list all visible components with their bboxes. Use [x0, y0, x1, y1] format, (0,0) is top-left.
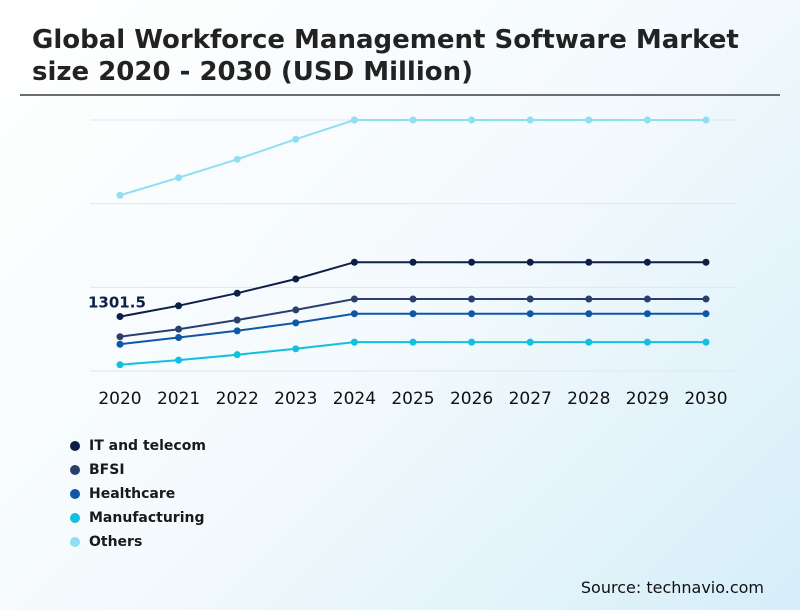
data-point — [526, 310, 534, 318]
legend-marker-icon — [70, 465, 80, 475]
data-point — [585, 338, 593, 346]
data-point — [292, 135, 300, 143]
data-point — [350, 338, 358, 346]
data-point — [526, 338, 534, 346]
legend-label: Others — [89, 534, 143, 550]
legend-marker-icon — [70, 441, 80, 451]
data-point — [585, 116, 593, 124]
data-point — [585, 310, 593, 318]
source-credit: Source: technavio.com — [580, 578, 764, 597]
x-tick-label: 2022 — [216, 389, 259, 409]
data-point — [116, 361, 124, 369]
data-point — [175, 334, 183, 342]
data-point — [409, 295, 417, 303]
data-point — [175, 356, 183, 364]
legend-marker-icon — [70, 489, 80, 499]
data-point — [233, 289, 241, 297]
data-point — [526, 258, 534, 266]
data-point — [175, 325, 183, 333]
data-point — [468, 258, 476, 266]
data-point — [175, 302, 183, 310]
data-point — [468, 338, 476, 346]
data-point — [292, 275, 300, 283]
data-point — [292, 319, 300, 327]
legend-item-bfsi: BFSI — [70, 458, 206, 482]
data-point — [702, 258, 710, 266]
data-point — [409, 310, 417, 318]
data-point — [409, 338, 417, 346]
x-tick-label: 2027 — [509, 389, 552, 409]
x-tick-label: 2030 — [684, 389, 727, 409]
data-point — [116, 191, 124, 199]
chart-title: Global Workforce Management Software Mar… — [32, 25, 739, 87]
data-point — [585, 258, 593, 266]
data-point — [702, 338, 710, 346]
legend-item-others: Others — [70, 530, 206, 554]
data-label: 1301.5 — [88, 294, 146, 312]
x-tick-label: 2020 — [98, 389, 141, 409]
data-point — [702, 310, 710, 318]
legend-label: BFSI — [89, 462, 125, 478]
x-axis-tick-labels: 2020 2021 2022 2023 2024 2025 2026 2027 2028 2029… — [98, 389, 727, 409]
series-lines — [119, 119, 706, 366]
x-tick-label: 2029 — [626, 389, 669, 409]
legend-marker-icon — [70, 537, 80, 547]
x-tick-label: 2021 — [157, 389, 200, 409]
data-point — [526, 295, 534, 303]
data-point — [702, 295, 710, 303]
x-tick-label: 2024 — [333, 389, 376, 409]
data-point — [175, 174, 183, 182]
legend-label: Healthcare — [89, 486, 176, 502]
data-point — [409, 116, 417, 124]
data-point — [233, 316, 241, 324]
data-point — [116, 313, 124, 321]
data-point — [643, 295, 651, 303]
legend-marker-icon — [70, 513, 80, 523]
data-point — [116, 340, 124, 348]
data-point — [643, 116, 651, 124]
legend-label: Manufacturing — [89, 510, 205, 526]
data-point — [350, 295, 358, 303]
data-labels: 1301.5 — [88, 294, 146, 312]
data-point — [526, 116, 534, 124]
data-point — [468, 310, 476, 318]
x-tick-label: 2026 — [450, 389, 493, 409]
data-point — [350, 310, 358, 318]
series-points — [116, 116, 710, 369]
data-point — [409, 258, 417, 266]
data-point — [585, 295, 593, 303]
legend-item-it-and-telecom: IT and telecom — [70, 434, 206, 458]
data-point — [350, 258, 358, 266]
legend: IT and telecom BFSI Healthcare Manufactu… — [70, 434, 206, 554]
data-point — [292, 306, 300, 314]
legend-item-manufacturing: Manufacturing — [70, 506, 206, 530]
data-point — [233, 327, 241, 335]
x-tick-label: 2028 — [567, 389, 610, 409]
data-point — [468, 116, 476, 124]
data-point — [643, 338, 651, 346]
data-point — [292, 345, 300, 353]
x-tick-label: 2025 — [391, 389, 434, 409]
data-point — [233, 351, 241, 359]
data-point — [702, 116, 710, 124]
title-divider — [20, 94, 780, 96]
data-point — [643, 258, 651, 266]
data-point — [116, 333, 124, 341]
data-point — [350, 116, 358, 124]
gridlines — [90, 119, 736, 372]
line-chart: 2020 2021 2022 2023 2024 2025 2026 2027 2028 2029… — [88, 116, 736, 409]
data-point — [468, 295, 476, 303]
series-line-it-and-telecom — [119, 261, 706, 318]
series-line-bfsi — [119, 298, 706, 338]
x-tick-label: 2023 — [274, 389, 317, 409]
series-line-others — [119, 119, 706, 197]
legend-label: IT and telecom — [89, 438, 206, 454]
legend-item-healthcare: Healthcare — [70, 482, 206, 506]
data-point — [233, 155, 241, 163]
data-point — [643, 310, 651, 318]
